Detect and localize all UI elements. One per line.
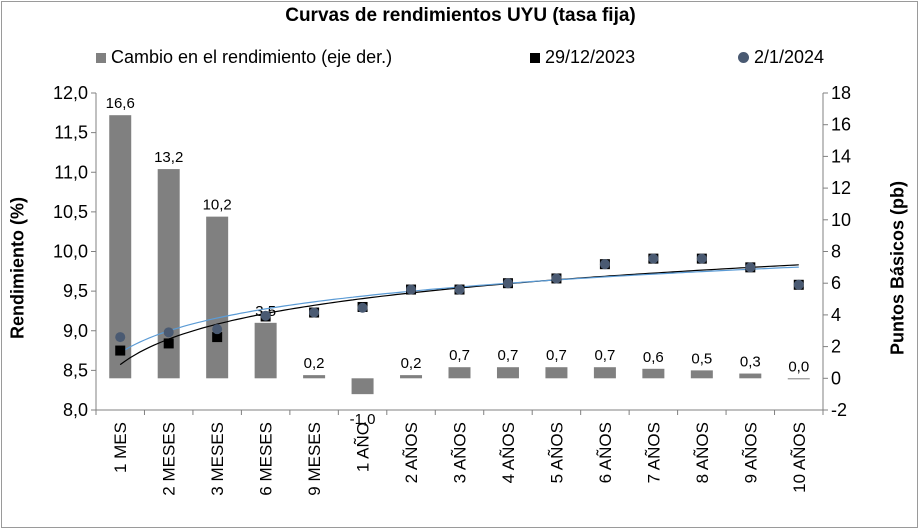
bar [787, 378, 810, 380]
x-category-label: 8 AÑOS [693, 422, 712, 483]
bar-data-label: 0,6 [643, 349, 664, 366]
bar-data-label: 16,6 [106, 95, 135, 112]
y-left-tick-label: 9,0 [63, 321, 88, 341]
marker-circle [260, 310, 271, 321]
bar [157, 169, 180, 379]
marker-circle [696, 253, 707, 264]
x-category-label: 3 MESES [208, 422, 227, 496]
marker-circle [599, 259, 610, 270]
bar-data-label: 10,2 [203, 197, 232, 214]
y-left-tick-label: 11,0 [54, 162, 88, 182]
bar [545, 367, 568, 379]
x-category-label: 6 AÑOS [596, 422, 615, 483]
y-left-tick-label: 11,5 [54, 123, 88, 143]
x-category-label: 2 AÑOS [402, 422, 421, 483]
bar-data-label: 0,2 [401, 355, 422, 372]
legend-label-change: Cambio en el rendimiento (eje der.) [111, 47, 393, 67]
bar-data-label: 0,7 [498, 347, 519, 364]
bar [400, 375, 423, 379]
bar [593, 367, 616, 379]
y-right-tick-label: 14 [831, 146, 851, 166]
legend-item-dec29: 29/12/2023 [530, 47, 635, 68]
legend-square-swatch [530, 52, 540, 63]
bar-data-label: 0,7 [449, 347, 470, 364]
x-category-label: 9 MESES [305, 422, 324, 496]
marker-circle [551, 273, 562, 284]
marker-circle [454, 284, 465, 295]
bar-data-label: 0,2 [304, 355, 325, 372]
legend-item-jan2: 2/1/2024 [738, 47, 824, 68]
x-category-label: 7 AÑOS [644, 422, 663, 483]
bar-data-label: 0,0 [788, 358, 809, 375]
y-left-tick-label: 8,0 [63, 400, 88, 420]
marker-circle [745, 262, 756, 273]
y-right-tick-label: 2 [831, 337, 841, 357]
y-right-tick-label: 12 [831, 178, 851, 198]
legend-item-change: Cambio en el rendimiento (eje der.) [96, 47, 392, 68]
x-category-label: 3 AÑOS [451, 422, 470, 483]
legend-dot-swatch [738, 52, 749, 63]
chart-title: Curvas de rendimientos UYU (tasa fija) [285, 5, 636, 26]
marker-square [115, 345, 126, 356]
marker-circle [115, 332, 126, 343]
marker-circle [648, 253, 659, 264]
legend-label-dec29: 29/12/2023 [545, 47, 636, 67]
y-left-tick-label: 8,5 [63, 360, 88, 380]
bar [448, 367, 471, 379]
y-right-tick-label: -2 [831, 400, 847, 420]
marker-circle [309, 307, 320, 318]
marker-circle [212, 324, 223, 335]
x-category-label: 5 AÑOS [547, 422, 566, 483]
legend-bar-swatch [96, 52, 106, 63]
bar-data-label: 0,7 [546, 347, 567, 364]
y-left-tick-label: 10,0 [53, 242, 88, 262]
marker-circle [406, 284, 417, 295]
bar [739, 373, 762, 379]
bar-data-label: 0,3 [740, 354, 761, 371]
x-category-label: 6 MESES [257, 422, 276, 496]
bar-data-label: -1,0 [350, 411, 376, 428]
marker-circle [163, 327, 174, 338]
x-category-label: 1 AÑO [354, 422, 373, 472]
bar [351, 378, 374, 395]
y-right-tick-label: 8 [831, 242, 841, 262]
y-right-tick-label: 4 [831, 305, 841, 325]
marker-circle [357, 302, 368, 313]
y-left-tick-label: 12,0 [53, 83, 88, 103]
bar-data-label: 13,2 [154, 149, 183, 166]
x-category-label: 9 AÑOS [741, 422, 760, 483]
bar-data-label: 0,7 [594, 347, 615, 364]
x-category-label: 1 MES [111, 422, 130, 473]
bar [206, 216, 229, 379]
bar-data-label: 0,5 [691, 350, 712, 367]
bar [642, 368, 665, 379]
bar [303, 375, 326, 379]
y-right-tick-label: 10 [831, 210, 851, 230]
y-left-tick-label: 10,5 [53, 202, 88, 222]
y-right-tick-label: 6 [831, 273, 841, 293]
y-left-tick-label: 9,5 [63, 281, 88, 301]
y-right-tick-label: 18 [831, 83, 851, 103]
x-category-label: 2 MESES [160, 422, 179, 496]
y-right-tick-label: 16 [831, 115, 851, 135]
bar [690, 370, 713, 379]
bar [109, 115, 132, 379]
x-category-label: 10 AÑOS [790, 422, 809, 493]
y-right-tick-label: 0 [831, 368, 841, 388]
marker-square [163, 338, 174, 349]
marker-circle [502, 278, 513, 289]
x-category-label: 4 AÑOS [499, 422, 518, 483]
marker-square [212, 332, 223, 343]
bar [496, 367, 519, 379]
bar [254, 322, 277, 379]
legend-label-jan2: 2/1/2024 [754, 47, 825, 67]
marker-circle [793, 279, 804, 290]
